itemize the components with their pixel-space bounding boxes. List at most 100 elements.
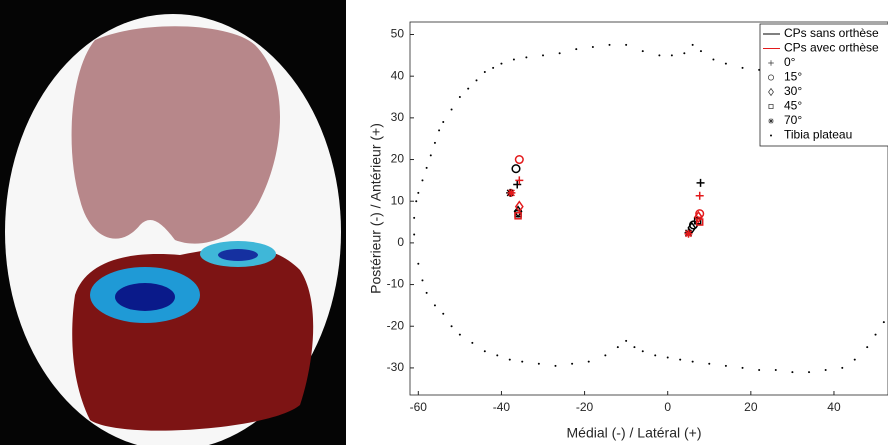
marker-dot: [708, 362, 711, 365]
marker-star: [507, 188, 516, 197]
x-tick-label: 20: [744, 400, 758, 414]
x-tick-label: -60: [410, 400, 428, 414]
x-tick-label: 40: [827, 400, 841, 414]
marker-dot: [496, 354, 499, 357]
y-tick-label: 50: [391, 27, 405, 41]
marker-dot: [413, 216, 416, 219]
marker-dot: [450, 325, 453, 328]
marker-star: [684, 229, 693, 238]
marker-dot: [433, 304, 436, 307]
marker-diamond: [768, 87, 774, 97]
marker-dot: [429, 154, 432, 157]
marker-dot: [741, 66, 744, 69]
marker-dot: [882, 321, 885, 324]
marker-dot: [421, 279, 424, 282]
marker-dot: [774, 368, 777, 371]
marker-dot: [625, 43, 628, 46]
marker-dot: [808, 371, 811, 374]
marker-dot: [475, 79, 478, 82]
marker-dot: [824, 368, 827, 371]
marker-dot: [483, 71, 486, 74]
marker-dot: [571, 362, 574, 365]
marker-dot: [425, 291, 428, 294]
marker-dot: [525, 56, 528, 59]
marker-dot: [770, 134, 772, 137]
marker-dot: [654, 354, 657, 357]
marker-dot: [438, 129, 441, 132]
marker-diamond: [694, 210, 703, 224]
x-axis-label: Médial (-) / Latéral (+): [567, 425, 702, 441]
marker-plus: [515, 176, 524, 185]
y-tick-label: 0: [397, 235, 404, 249]
marker-dot: [442, 121, 445, 124]
x-tick-label: -40: [493, 400, 511, 414]
marker-square: [768, 104, 774, 109]
marker-circle: [767, 74, 775, 81]
legend-label: CPs avec orthèse: [784, 41, 879, 55]
marker-dot: [604, 354, 607, 357]
marker-dot: [841, 366, 844, 369]
marker-dot: [458, 96, 461, 99]
marker-dot: [699, 50, 702, 53]
marker-dot: [641, 350, 644, 353]
y-tick-label: 10: [391, 193, 405, 207]
marker-dot: [608, 43, 611, 46]
marker-dot: [442, 312, 445, 315]
marker-dot: [616, 346, 619, 349]
marker-dot: [587, 360, 590, 363]
marker-dot: [512, 58, 515, 61]
legend-label: 15°: [784, 70, 802, 84]
marker-dot: [691, 360, 694, 363]
knee-render: [0, 0, 346, 445]
y-tick-label: 30: [391, 110, 405, 124]
marker-dot: [712, 58, 715, 61]
marker-dot: [666, 356, 669, 359]
marker-dot: [467, 87, 470, 90]
x-tick-label: -20: [576, 400, 594, 414]
marker-dot: [691, 43, 694, 46]
marker-square: [514, 212, 522, 220]
marker-dot: [417, 191, 420, 194]
marker-dot: [500, 62, 503, 65]
y-tick-label: 40: [391, 68, 405, 82]
marker-dot: [413, 233, 416, 236]
marker-dot: [591, 46, 594, 49]
marker-dot: [415, 200, 418, 203]
legend-label: 45°: [784, 99, 802, 113]
marker-plus: [513, 180, 522, 189]
marker-plus: [768, 60, 774, 66]
marker-dot: [483, 350, 486, 353]
marker-circle: [511, 164, 521, 174]
legend-label: 30°: [784, 84, 802, 98]
marker-dot: [679, 358, 682, 361]
legend-box: [759, 23, 888, 147]
marker-dot: [791, 371, 794, 374]
y-axis-label: Postérieur (-) / Antérieur (+): [368, 123, 384, 294]
marker-dot: [554, 364, 557, 367]
marker-dot: [417, 262, 420, 265]
marker-square: [693, 217, 702, 225]
marker-dot: [508, 358, 511, 361]
marker-dot: [670, 54, 673, 57]
y-tick-label: -20: [387, 318, 405, 332]
marker-dot: [658, 54, 661, 57]
marker-dot: [421, 179, 424, 182]
marker-dot: [537, 362, 540, 365]
plot: -60 -40 -20 0 20 40 -30 -20 -10 0 10 20 30 40 50 Médial…: [368, 21, 888, 441]
marker-plus: [695, 191, 704, 200]
marker-square: [695, 218, 704, 226]
marker-diamond: [514, 200, 524, 213]
marker-dot: [724, 62, 727, 65]
marker-dot: [558, 52, 561, 55]
marker-dot: [521, 360, 524, 363]
marker-dot: [758, 368, 761, 371]
marker-dot: [633, 346, 636, 349]
marker-dot: [641, 50, 644, 53]
marker-dot: [874, 333, 877, 336]
marker-plus: [696, 178, 705, 187]
marker-dot: [471, 341, 474, 344]
marker-dot: [575, 48, 578, 51]
